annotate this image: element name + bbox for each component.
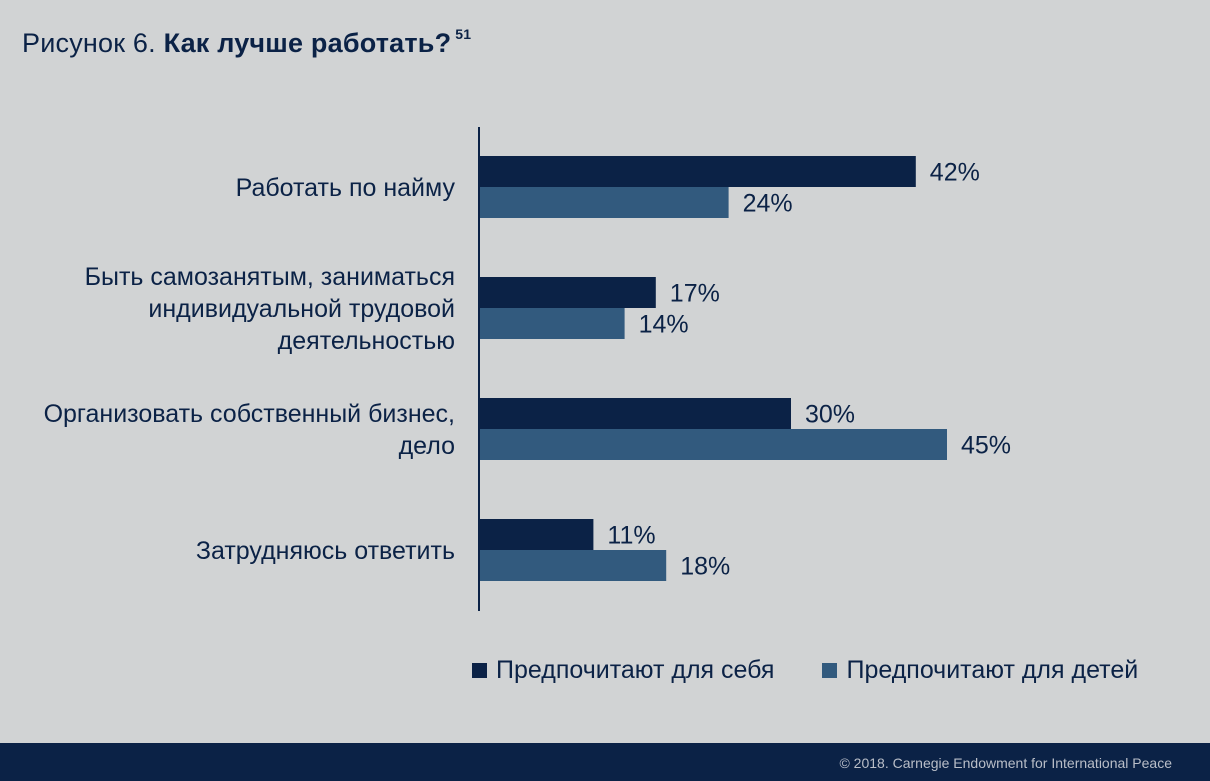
chart-legend: Предпочитают для себя Предпочитают для д… <box>472 656 1138 685</box>
data-label-children-2: 45% <box>961 432 1011 460</box>
legend-label-self: Предпочитают для себя <box>496 656 775 684</box>
legend-item-self: Предпочитают для себя <box>472 656 774 685</box>
category-label-3: Затрудняюсь ответить <box>196 537 455 565</box>
legend-label-children: Предпочитают для детей <box>846 656 1139 684</box>
bar-children-3 <box>479 550 667 581</box>
category-label-line: Работать по найму <box>236 174 456 202</box>
bar-chart: 42% 24% Работать по найму 17% 14% Быть самоза… <box>44 127 1011 611</box>
copyright-credit: © 2018. Carnegie Endowment for Internati… <box>839 755 1172 771</box>
category-label-line: Организовать собственный бизнес, <box>44 400 455 428</box>
bar-self-3 <box>479 519 594 550</box>
category-label-line: Быть самозанятым, заниматься <box>85 263 455 291</box>
category-label-1: Быть самозанятым, заниматься индивидуальн… <box>85 263 455 355</box>
legend-swatch-self <box>472 663 487 678</box>
legend-item-children: Предпочитают для детей <box>822 656 1138 685</box>
legend-swatch-children <box>822 663 838 678</box>
chart-title: Рисунок 6. Как лучше работать? 51 <box>22 26 472 59</box>
chart-title-prefix: Рисунок 6. <box>22 28 156 58</box>
bar-self-1 <box>479 277 656 308</box>
bar-self-0 <box>479 156 916 187</box>
category-label-line: деятельностью <box>278 327 455 355</box>
data-label-children-1: 14% <box>639 311 689 339</box>
bar-self-2 <box>479 398 791 429</box>
footnote-ref: 51 <box>455 26 472 42</box>
bar-children-0 <box>479 187 729 218</box>
data-label-children-3: 18% <box>680 553 730 581</box>
chart-title-main: Как лучше работать? <box>163 28 452 58</box>
data-label-self-0: 42% <box>930 159 980 187</box>
data-label-self-1: 17% <box>670 280 720 308</box>
bar-children-2 <box>479 429 947 460</box>
bar-children-1 <box>479 308 625 339</box>
category-label-line: индивидуальной трудовой <box>148 295 455 323</box>
category-label-0: Работать по найму <box>236 174 456 202</box>
data-label-self-2: 30% <box>805 401 855 429</box>
category-label-line: дело <box>399 432 455 460</box>
data-label-self-3: 11% <box>607 522 655 550</box>
category-label-line: Затрудняюсь ответить <box>196 537 455 565</box>
footer-bar: © 2018. Carnegie Endowment for Internati… <box>0 743 1210 781</box>
category-label-2: Организовать собственный бизнес, дело <box>44 400 455 460</box>
data-label-children-0: 24% <box>743 190 793 218</box>
